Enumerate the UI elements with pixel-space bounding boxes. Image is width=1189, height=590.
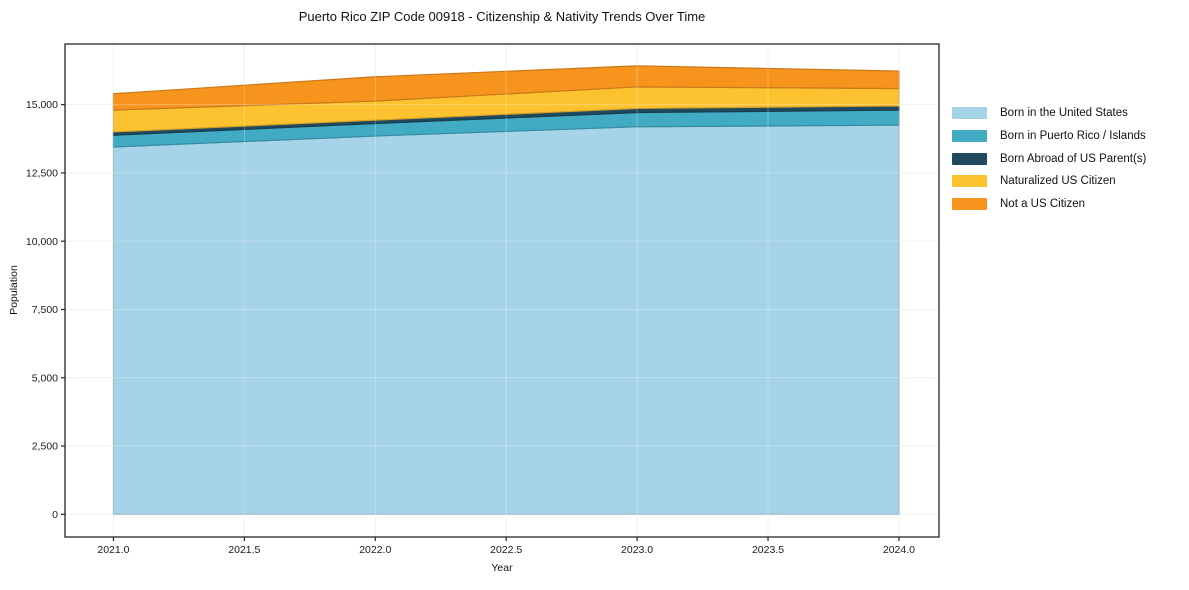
y-tick-label: 15,000 [26, 99, 58, 111]
area-layer-5 [112, 65, 900, 111]
legend-item: Not a US Citizen [952, 193, 1146, 216]
y-tick-label: 7,500 [32, 304, 58, 316]
y-tick-label: 10,000 [26, 236, 58, 248]
y-tick-label: 0 [52, 509, 58, 521]
legend-label: Born Abroad of US Parent(s) [1000, 152, 1147, 165]
x-tick-label: 2021.5 [228, 544, 260, 556]
legend-swatch [952, 130, 987, 143]
legend-item: Naturalized US Citizen [952, 170, 1146, 193]
x-tick-label: 2022.0 [359, 544, 391, 556]
legend-item: Born Abroad of US Parent(s) [952, 147, 1146, 170]
x-tick-label: 2023.5 [752, 544, 784, 556]
legend-item: Born in Puerto Rico / Islands [952, 125, 1146, 148]
y-tick-label: 5,000 [32, 372, 58, 384]
x-tick-label: 2021.0 [97, 544, 129, 556]
y-tick-label: 12,500 [26, 168, 58, 180]
legend-label: Not a US Citizen [1000, 198, 1086, 211]
legend-swatch [952, 175, 987, 188]
legend-label: Born in the United States [1000, 107, 1128, 120]
legend-swatch [952, 198, 987, 211]
legend-label: Born in Puerto Rico / Islands [1000, 130, 1146, 143]
x-tick-label: 2022.5 [490, 544, 522, 556]
chart-title: Puerto Rico ZIP Code 00918 - Citizenship… [298, 9, 706, 24]
y-tick-label: 2,500 [32, 441, 58, 453]
x-axis-label: Year [491, 562, 513, 574]
plot-frame [64, 43, 940, 538]
x-tick-label: 2024.0 [883, 544, 915, 556]
x-tick-label: 2023.0 [621, 544, 653, 556]
legend-swatch [952, 107, 987, 120]
legend-label: Naturalized US Citizen [1000, 175, 1116, 188]
legend: Born in the United States Born in Puerto … [952, 102, 1146, 215]
legend-swatch [952, 152, 987, 165]
legend-item: Born in the United States [952, 102, 1146, 125]
